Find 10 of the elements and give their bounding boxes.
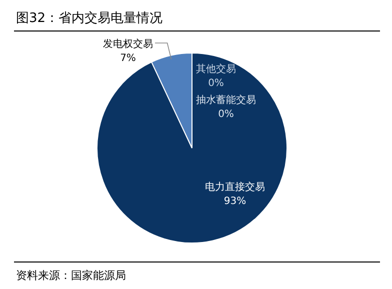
text: 0% [218,109,234,120]
data-label: 93% [224,196,246,207]
text: 资料来源：国家能源局 [16,269,126,282]
category-label: 抽水蓄能交易 [196,95,256,106]
data-label: 7% [120,53,136,64]
category-label: 其他交易 [196,64,236,75]
text: 0% [208,78,224,89]
chart-title: 图32：省内交易电量情况 [16,10,163,26]
slice-label: 电力直接交易 [205,181,265,193]
slice-label: 发电权交易 [103,38,153,50]
